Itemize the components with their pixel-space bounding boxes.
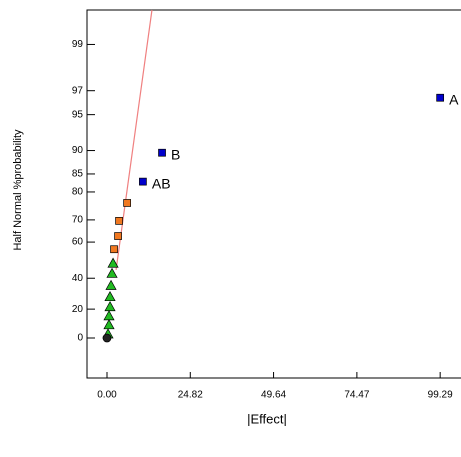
x-tick-label: 49.64 (261, 390, 286, 401)
x-tick-label: 24.82 (178, 390, 203, 401)
point (104, 301, 116, 312)
y-tick-label: 90 (72, 145, 84, 156)
y-tick-label: 80 (72, 187, 84, 198)
point (105, 279, 117, 290)
point (104, 290, 116, 302)
point-label: B (171, 146, 180, 162)
x-tick-label: 99.29 (428, 390, 453, 401)
point (103, 310, 115, 321)
fit-line (115, 9, 153, 270)
point (110, 245, 118, 254)
y-tick-label: 0 (77, 333, 83, 344)
point (102, 333, 112, 343)
point-label: AB (152, 175, 171, 191)
x-axis-label: |Effect| (247, 411, 287, 426)
point (107, 257, 119, 268)
point-label: A (449, 91, 459, 107)
point (436, 93, 445, 102)
point (115, 217, 123, 225)
x-tick-label: 74.47 (344, 390, 369, 401)
y-axis-label: Half Normal %probability (12, 129, 24, 251)
point (114, 232, 122, 240)
y-tick-label: 97 (72, 85, 84, 96)
point (106, 267, 118, 278)
point (123, 199, 131, 207)
y-tick-label: 60 (72, 237, 84, 248)
y-tick-label: 99 (72, 39, 84, 50)
y-tick-label: 70 (72, 215, 84, 226)
plot-frame (86, 9, 461, 379)
y-tick-label: 85 (72, 169, 84, 180)
point (103, 319, 115, 330)
y-tick-label: 40 (72, 273, 84, 284)
point (158, 148, 166, 157)
point (139, 177, 147, 186)
x-tick-label: 0.00 (97, 390, 117, 401)
y-tick-label: 95 (72, 109, 84, 120)
y-tick-label: 20 (72, 304, 84, 315)
